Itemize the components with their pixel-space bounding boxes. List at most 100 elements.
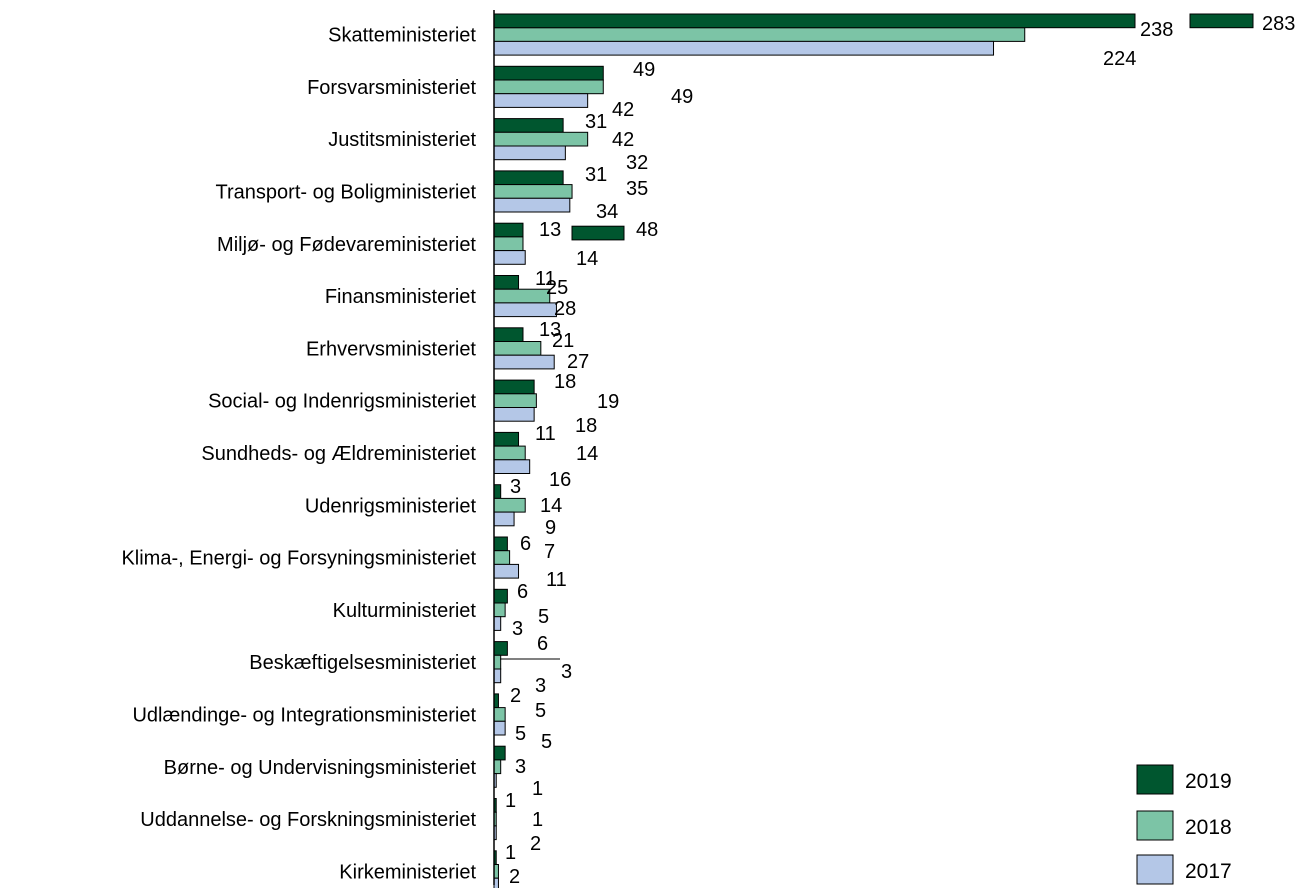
category-label: Kirkeministeriet <box>339 861 476 883</box>
data-label: 283 <box>1262 13 1295 35</box>
data-label: 13 <box>539 219 561 241</box>
data-label: 32 <box>626 152 648 174</box>
data-label: 25 <box>546 277 568 299</box>
bar-2018 <box>493 288 551 304</box>
bar-2017 <box>493 668 502 684</box>
data-label: 3 <box>515 756 526 778</box>
bar-2018 <box>493 550 511 565</box>
bar-2019 <box>493 745 506 761</box>
data-label: 5 <box>515 723 526 745</box>
bar-2018 <box>493 707 506 722</box>
data-label: 35 <box>626 178 648 200</box>
category-label: Miljø- og Fødevareministeriet <box>217 234 476 256</box>
category-label: Sundheds- og Ældreministeriet <box>201 443 476 465</box>
data-label: 42 <box>612 129 634 151</box>
category-label: Børne- og Undervisningsministeriet <box>164 757 477 779</box>
data-label: 224 <box>1103 48 1136 70</box>
bar-2019 <box>493 536 508 552</box>
bar-2019 <box>493 65 604 81</box>
bar-2019 <box>493 275 520 290</box>
bar-2017 <box>493 197 571 213</box>
bar-2018 <box>493 759 502 775</box>
legend-swatch-2018 <box>1136 810 1174 841</box>
bar-2019 <box>493 13 1136 29</box>
data-label: 3 <box>561 661 572 683</box>
category-label: Kulturministeriet <box>333 600 477 622</box>
legend-label: 2017 <box>1185 860 1232 883</box>
bar-2018 <box>493 236 524 252</box>
bar-2019 <box>493 118 564 133</box>
data-label: 3 <box>535 675 546 697</box>
data-label: 11 <box>546 569 567 591</box>
data-label: 3 <box>512 618 523 640</box>
bar-2017 <box>493 459 531 474</box>
bar-2017 <box>493 616 502 631</box>
bar-2017 <box>493 563 520 579</box>
data-label: 3 <box>510 476 521 498</box>
category-label: Transport- og Boligministeriet <box>216 181 477 203</box>
category-label: Finansministeriet <box>325 286 477 308</box>
data-label: 28 <box>554 298 576 320</box>
data-label: 1 <box>505 790 516 812</box>
data-label: 1 <box>505 842 516 864</box>
data-label: 2 <box>510 685 521 707</box>
data-label: 31 <box>585 111 607 133</box>
bar-2019 <box>493 484 502 499</box>
data-label: 14 <box>576 248 598 270</box>
data-label: 49 <box>633 59 655 81</box>
data-label: 6 <box>537 633 548 655</box>
bar-2017 <box>493 145 566 161</box>
bar-2019 <box>493 641 508 656</box>
bar-2017 <box>493 720 506 736</box>
category-label: Udlændinge- og Integrationsministeriet <box>132 704 476 726</box>
bar-2018 <box>493 27 1026 42</box>
category-label: Uddannelse- og Forskningsministeriet <box>140 809 476 831</box>
bar-2018 <box>493 184 573 199</box>
bar-2018 <box>493 131 589 147</box>
legend-swatch-2019 <box>1136 764 1174 795</box>
bar-2018 <box>493 445 526 461</box>
bar-2017 <box>493 250 526 265</box>
data-label: 31 <box>585 164 607 186</box>
bar-2019 <box>493 327 524 342</box>
data-label: 34 <box>596 201 618 223</box>
legend-label: 2018 <box>1185 816 1232 839</box>
bar-2019 <box>493 379 535 395</box>
bar-2019 <box>493 588 508 604</box>
category-label: Erhvervsministeriet <box>306 338 476 360</box>
bar-2017 <box>493 511 515 527</box>
bar-2019-callout <box>571 225 625 241</box>
bar-2019-callout <box>1189 13 1254 29</box>
bar-2019 <box>493 431 520 447</box>
data-label: 48 <box>636 219 658 241</box>
category-label: Beskæftigelsesministeriet <box>249 652 476 674</box>
category-label: Klima-, Energi- og Forsyningsministeriet <box>121 548 476 570</box>
data-label: 14 <box>540 495 562 517</box>
data-label: 1 <box>532 778 543 800</box>
data-label: 2 <box>530 833 541 855</box>
data-label: 11 <box>535 423 556 445</box>
data-label: 18 <box>554 371 576 393</box>
bar-2018 <box>493 79 604 95</box>
data-label: 13 <box>539 319 561 341</box>
data-label: 19 <box>597 391 619 413</box>
bar-2018 <box>493 393 537 408</box>
data-label: 6 <box>520 533 531 555</box>
bar-2019 <box>493 222 524 238</box>
data-label: 14 <box>576 443 598 465</box>
data-label: 7 <box>544 541 555 563</box>
data-label: 5 <box>538 606 549 628</box>
bar-2018 <box>493 654 502 670</box>
category-label: Udenrigsministeriet <box>305 495 477 517</box>
bar-2018 <box>493 341 542 356</box>
data-label: 6 <box>517 581 528 603</box>
data-label: 16 <box>549 469 571 491</box>
bar-2018 <box>493 497 526 513</box>
data-label: 42 <box>612 99 634 121</box>
data-label: 1 <box>532 809 543 831</box>
bar-2017 <box>493 354 555 370</box>
bar-2017 <box>493 93 589 108</box>
data-label: 18 <box>575 415 597 437</box>
category-label: Skatteministeriet <box>328 25 476 47</box>
